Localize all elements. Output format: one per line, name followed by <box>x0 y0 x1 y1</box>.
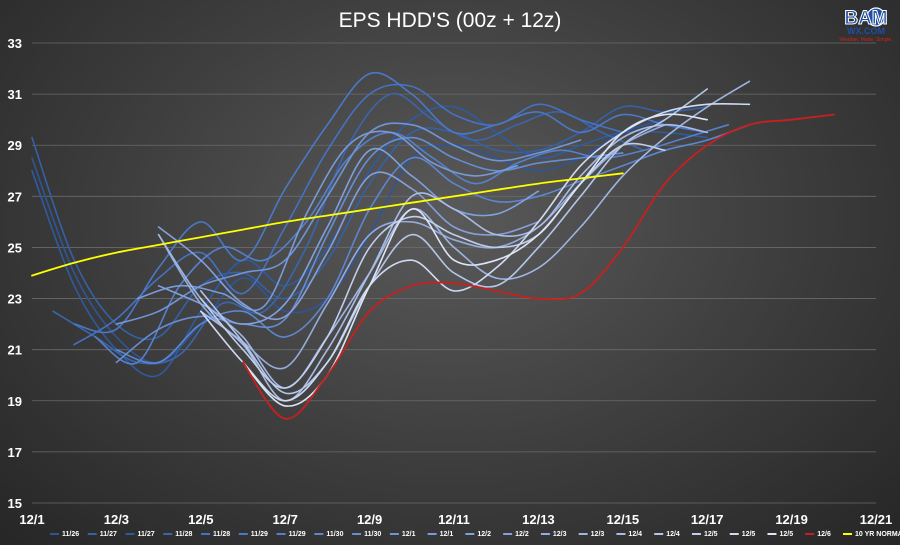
series-line-20 <box>242 113 835 420</box>
y-tick-label: 21 <box>8 343 22 358</box>
legend-label: 11/26 <box>62 531 79 538</box>
legend-label: 11/29 <box>289 531 306 538</box>
y-tick-label: 23 <box>8 292 22 307</box>
series-line-4 <box>73 83 624 346</box>
x-tick-label: 12/7 <box>273 512 298 527</box>
x-tick-label: 12/1 <box>19 512 44 527</box>
legend-label: 11/27 <box>100 531 117 538</box>
y-tick-label: 31 <box>8 87 22 102</box>
legend-label: 11/28 <box>175 531 192 538</box>
series-line-17 <box>200 142 666 389</box>
legend-label: 11/30 <box>326 531 343 538</box>
logo-sub-text: WX.COM <box>847 26 885 36</box>
legend-label: 12/5 <box>704 531 718 538</box>
series-line-14 <box>157 80 751 389</box>
y-tick-label: 25 <box>8 240 22 255</box>
series-line-10 <box>136 130 519 312</box>
series-line-18 <box>200 102 751 402</box>
y-axis-ticks: 15 17 19 21 23 25 27 29 31 33 <box>8 36 22 511</box>
legend-label: 12/3 <box>553 531 567 538</box>
chart-title: EPS HDD'S (00z + 12z) <box>339 9 562 32</box>
series-lines <box>31 71 835 420</box>
x-axis-ticks: 12/1 12/3 12/5 12/7 12/9 12/11 12/13 12/15 12/17… <box>19 512 892 527</box>
x-tick-label: 12/9 <box>357 512 382 527</box>
legend-label: 12/2 <box>515 531 529 538</box>
logo-globe-icon <box>866 7 886 27</box>
legend-label: 11/27 <box>138 531 155 538</box>
series-line-8 <box>115 136 624 364</box>
y-tick-label: 19 <box>8 394 22 409</box>
series-line-6 <box>94 124 730 365</box>
legend-label: 12/2 <box>477 531 491 538</box>
legend-label: 12/4 <box>628 531 642 538</box>
y-tick-label: 33 <box>8 36 22 51</box>
x-tick-label: 12/17 <box>691 512 724 527</box>
legend-label: 11/30 <box>364 531 381 538</box>
x-tick-label: 12/15 <box>607 512 640 527</box>
legend-label: 12/5 <box>779 531 793 538</box>
logo-main-text: BAM <box>844 8 887 29</box>
legend-label: 12/1 <box>402 531 416 538</box>
logo-tagline: Weather. Made. Simple. <box>839 37 892 43</box>
series-line-9 <box>115 122 582 325</box>
legend-label: 12/3 <box>591 531 605 538</box>
bamwx-logo: BAM WX.COM Weather. Made. Simple. <box>839 7 893 43</box>
legend-label: 10 YR NORMAL <box>855 531 900 538</box>
legend-label: 12/6 <box>817 531 831 538</box>
x-tick-label: 12/19 <box>775 512 808 527</box>
series-line-7 <box>115 124 751 364</box>
series-line-15 <box>200 123 708 402</box>
y-tick-label: 27 <box>8 189 22 204</box>
legend: 11/26 11/27 11/27 11/28 11/28 11/29 11/29 11/30… <box>50 531 900 538</box>
x-tick-label: 12/3 <box>104 512 129 527</box>
x-tick-label: 12/21 <box>860 512 893 527</box>
series-line-21 <box>31 172 624 277</box>
legend-label: 12/4 <box>666 531 680 538</box>
series-line-12 <box>157 171 540 321</box>
series-line-11 <box>157 147 540 325</box>
legend-label: 11/28 <box>213 531 230 538</box>
legend-label: 12/1 <box>440 531 454 538</box>
legend-label: 11/29 <box>251 531 268 538</box>
y-tick-label: 15 <box>8 496 22 511</box>
legend-label: 12/5 <box>742 531 756 538</box>
y-tick-label: 17 <box>8 445 22 460</box>
x-tick-label: 12/13 <box>522 512 555 527</box>
series-line-1 <box>31 105 708 341</box>
x-tick-label: 12/11 <box>438 512 470 527</box>
y-tick-label: 29 <box>8 138 22 153</box>
x-tick-label: 12/5 <box>188 512 213 527</box>
